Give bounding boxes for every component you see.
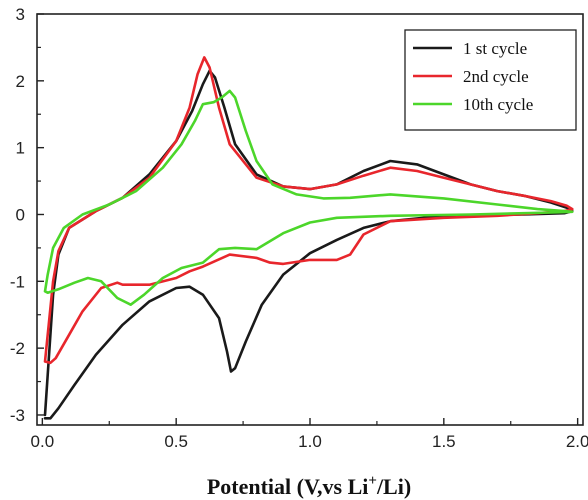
x-tick-label: 1.0: [298, 432, 322, 451]
y-tick-label: -1: [10, 272, 25, 291]
y-tick-label: 0: [16, 205, 25, 224]
y-tick-label: 1: [16, 139, 25, 158]
legend-label-2: 2nd cycle: [463, 67, 529, 86]
y-tick-label: -3: [10, 406, 25, 425]
x-axis-title-superscript: +: [368, 473, 377, 489]
x-tick-label: 2.0: [566, 432, 588, 451]
legend-label-3: 10th cycle: [463, 95, 533, 114]
y-tick-label: -2: [10, 339, 25, 358]
series-line-1: [43, 69, 574, 420]
y-tick-label: 2: [16, 72, 25, 91]
x-tick-label: 0.5: [164, 432, 188, 451]
x-axis-title: Potential (V,vs Li+/Li): [207, 473, 411, 499]
x-tick-label: 1.5: [432, 432, 456, 451]
x-tick-label: 0.0: [31, 432, 55, 451]
ticks-layer: 0.0 0.5 1.0 1.5 2.0 -3 -2 -1 0 1 2 3: [10, 5, 588, 451]
legend: 1 st cycle 2nd cycle 10th cycle: [404, 29, 577, 131]
series-layer: [43, 56, 574, 420]
x-axis-title-main: Potential (V,vs Li: [207, 474, 369, 499]
series-line-2: [43, 56, 574, 365]
legend-label-1: 1 st cycle: [463, 39, 527, 58]
x-axis-title-tail: /Li): [376, 474, 411, 499]
legend-box: [404, 29, 577, 131]
y-tick-label: 3: [16, 5, 25, 24]
series-line-3: [43, 89, 574, 306]
